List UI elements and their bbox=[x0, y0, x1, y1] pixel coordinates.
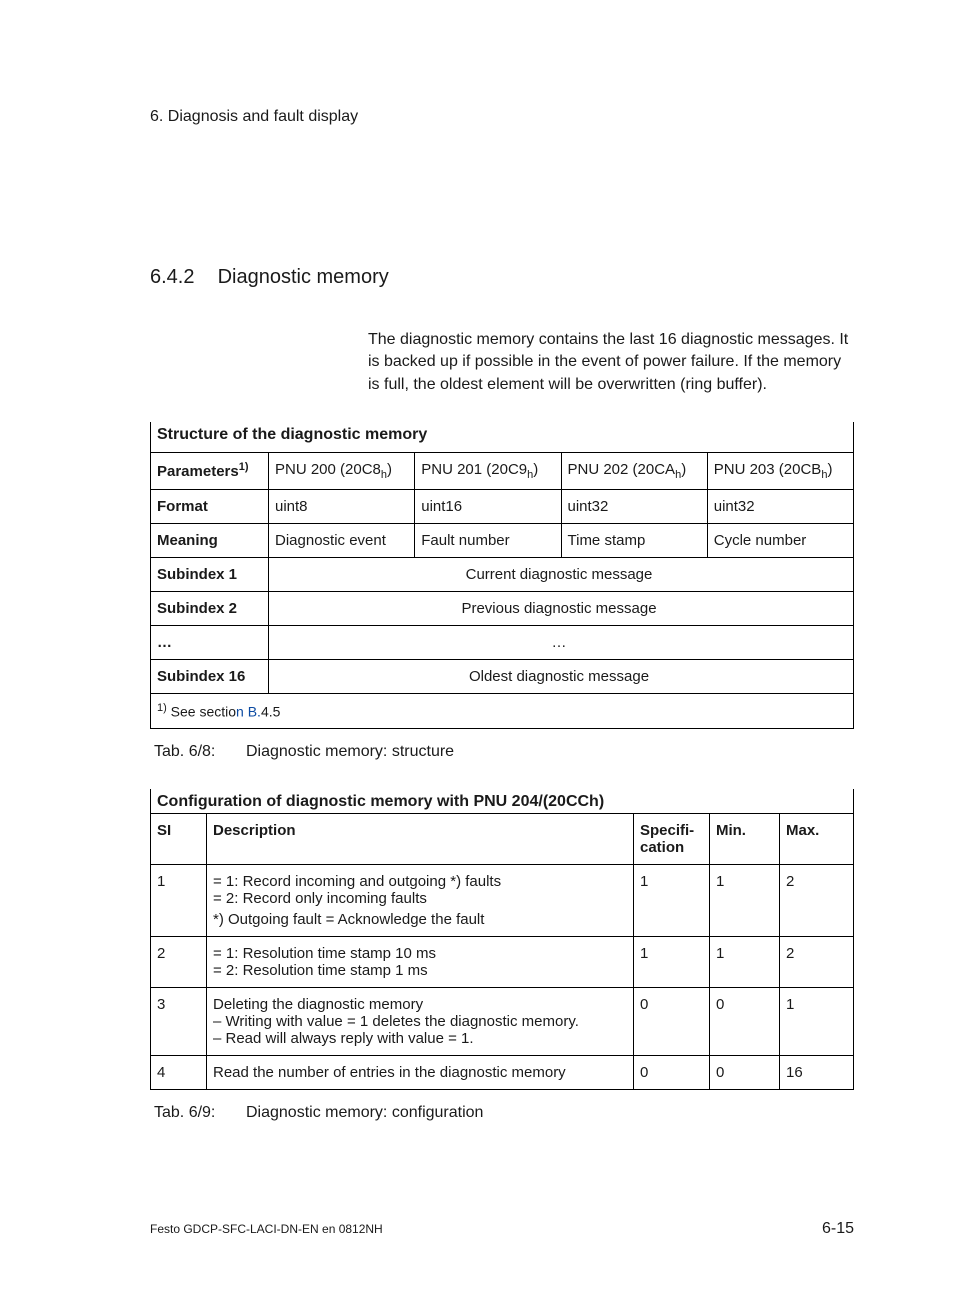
page-footer: Festo GDCP-SFC-LACI-DN-EN en 0812NH 6-15 bbox=[150, 1220, 854, 1238]
subindex-1-label: Subindex 1 bbox=[151, 558, 269, 592]
table-structure: Structure of the diagnostic memory Param… bbox=[150, 422, 854, 729]
cell-desc: = 1: Resolution time stamp 10 ms= 2: Res… bbox=[207, 936, 634, 987]
meaning-0: Diagnostic event bbox=[269, 524, 415, 558]
cell-si: 2 bbox=[151, 936, 207, 987]
row-meaning-label: Meaning bbox=[151, 524, 269, 558]
cell-min: 0 bbox=[709, 1055, 779, 1089]
section-number: 6.4.2 bbox=[150, 266, 212, 289]
table-configuration: Configuration of diagnostic memory with … bbox=[150, 789, 854, 1090]
meaning-2: Time stamp bbox=[561, 524, 707, 558]
footnote-link[interactable]: n B. bbox=[236, 704, 261, 720]
format-3: uint32 bbox=[707, 490, 853, 524]
subindex-ell-label: … bbox=[151, 626, 269, 660]
cell-si: 4 bbox=[151, 1055, 207, 1089]
col-min: Min. bbox=[709, 813, 779, 864]
cell-spec: 0 bbox=[633, 987, 709, 1055]
meaning-3: Cycle number bbox=[707, 524, 853, 558]
cell-max: 1 bbox=[779, 987, 853, 1055]
pnu-203: PNU 203 (20CBh) bbox=[707, 453, 853, 490]
table1-caption: Tab. 6/8:Diagnostic memory: structure bbox=[154, 743, 854, 761]
pnu-202: PNU 202 (20CAh) bbox=[561, 453, 707, 490]
table2-caption: Tab. 6/9:Diagnostic memory: configuratio… bbox=[154, 1104, 854, 1122]
cell-min: 1 bbox=[709, 864, 779, 936]
cell-max: 2 bbox=[779, 864, 853, 936]
pnu-201: PNU 201 (20C9h) bbox=[415, 453, 561, 490]
subindex-2-label: Subindex 2 bbox=[151, 592, 269, 626]
subindex-16-label: Subindex 16 bbox=[151, 660, 269, 694]
cell-min: 1 bbox=[709, 936, 779, 987]
table1-title: Structure of the diagnostic memory bbox=[151, 422, 854, 453]
cell-desc: = 1: Record incoming and outgoing *) fau… bbox=[207, 864, 634, 936]
subindex-1-text: Current diagnostic message bbox=[269, 558, 854, 592]
table1-footnote: 1) See section B.4.5 bbox=[151, 694, 854, 729]
col-spec: Specifi­cation bbox=[633, 813, 709, 864]
cell-min: 0 bbox=[709, 987, 779, 1055]
intro-paragraph: The diagnostic memory contains the last … bbox=[368, 329, 854, 396]
footer-page-number: 6-15 bbox=[822, 1220, 854, 1238]
col-si: SI bbox=[151, 813, 207, 864]
subindex-16-text: Oldest diagnostic message bbox=[269, 660, 854, 694]
col-desc: Description bbox=[207, 813, 634, 864]
running-head: 6. Diagnosis and fault display bbox=[150, 108, 854, 126]
cell-si: 3 bbox=[151, 987, 207, 1055]
row-parameters-label: Parameters1) bbox=[151, 453, 269, 490]
cell-desc: Read the number of entries in the diagno… bbox=[207, 1055, 634, 1089]
meaning-1: Fault number bbox=[415, 524, 561, 558]
cell-max: 2 bbox=[779, 936, 853, 987]
footer-left: Festo GDCP-SFC-LACI-DN-EN en 0812NH bbox=[150, 1222, 383, 1236]
section-heading: 6.4.2 Diagnostic memory bbox=[150, 266, 854, 289]
col-max: Max. bbox=[779, 813, 853, 864]
cell-spec: 1 bbox=[633, 936, 709, 987]
cell-desc: Deleting the diagnostic memory– Writing … bbox=[207, 987, 634, 1055]
format-0: uint8 bbox=[269, 490, 415, 524]
subindex-2-text: Previous diagnostic message bbox=[269, 592, 854, 626]
cell-spec: 1 bbox=[633, 864, 709, 936]
cell-si: 1 bbox=[151, 864, 207, 936]
pnu-200: PNU 200 (20C8h) bbox=[269, 453, 415, 490]
cell-max: 16 bbox=[779, 1055, 853, 1089]
format-1: uint16 bbox=[415, 490, 561, 524]
section-title: Diagnostic memory bbox=[218, 266, 389, 288]
subindex-ell-text: … bbox=[269, 626, 854, 660]
table2-title: Configuration of diagnostic memory with … bbox=[151, 789, 854, 814]
format-2: uint32 bbox=[561, 490, 707, 524]
cell-spec: 0 bbox=[633, 1055, 709, 1089]
row-format-label: Format bbox=[151, 490, 269, 524]
